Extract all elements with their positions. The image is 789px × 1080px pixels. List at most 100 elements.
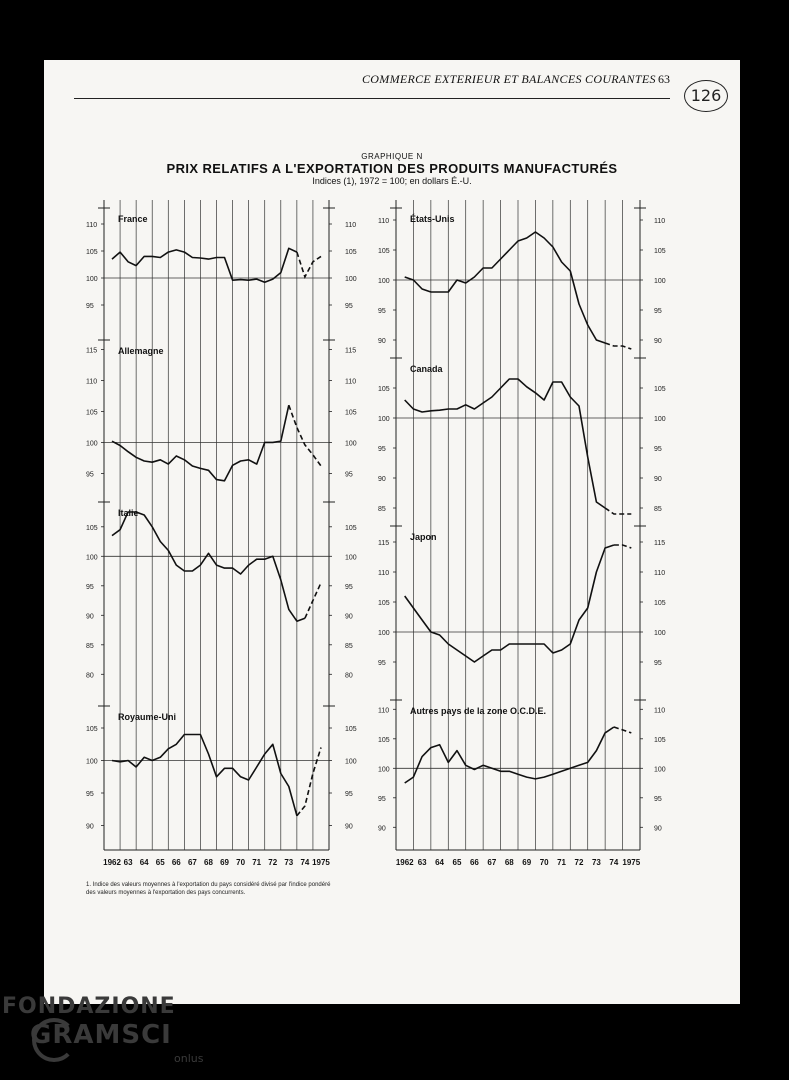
- x-tick-label: 63: [124, 858, 133, 867]
- y-tick-label-right: 105: [654, 386, 666, 393]
- y-tick-label-right: 95: [654, 308, 662, 315]
- x-tick-label: 74: [609, 858, 618, 867]
- series-line: [111, 511, 306, 623]
- y-tick-label-right: 100: [345, 554, 357, 561]
- y-tick-label-left: 90: [86, 613, 94, 620]
- y-tick-label-right: 95: [654, 660, 662, 667]
- footnote-line-2: des valeurs moyennes à l'exportation des…: [86, 890, 246, 896]
- y-tick-label-right: 90: [654, 338, 662, 345]
- series-line: [404, 544, 615, 663]
- page-stamp: 126: [684, 80, 728, 112]
- y-tick-label-right: 85: [345, 643, 353, 650]
- x-tick-label: 73: [284, 858, 293, 867]
- y-tick-label-right: 105: [654, 600, 666, 607]
- y-tick-label-left: 95: [86, 584, 94, 591]
- y-tick-label-right: 100: [654, 766, 666, 773]
- panel-title: États-Unis: [410, 214, 455, 224]
- panel-title: Japon: [410, 532, 437, 542]
- series-projection: [288, 404, 322, 467]
- x-tick-label: 1962: [396, 858, 414, 867]
- series-projection: [296, 251, 322, 279]
- series-projection: [304, 582, 322, 619]
- y-tick-label-right: 100: [654, 630, 666, 637]
- x-tick-label: 65: [156, 858, 165, 867]
- y-tick-label-right: 100: [345, 759, 357, 766]
- y-tick-label-left: 110: [378, 570, 389, 577]
- y-tick-label-left: 100: [86, 440, 98, 447]
- y-tick-label-right: 85: [654, 506, 662, 513]
- y-tick-label-left: 85: [378, 506, 386, 513]
- y-tick-label-right: 115: [345, 347, 356, 354]
- y-tick-label-right: 95: [345, 584, 353, 591]
- y-tick-label-left: 100: [86, 276, 98, 283]
- x-tick-label: 67: [487, 858, 496, 867]
- logo-line-3: onlus: [174, 1052, 204, 1065]
- y-tick-label-left: 100: [378, 766, 390, 773]
- y-tick-label-left: 105: [378, 248, 390, 255]
- y-tick-label-left: 95: [378, 796, 386, 803]
- y-tick-label-right: 95: [345, 303, 353, 310]
- y-tick-label-left: 105: [86, 249, 98, 256]
- logo-g-mark-icon: [32, 1018, 76, 1062]
- y-tick-label-right: 110: [345, 222, 356, 229]
- y-tick-label-right: 95: [654, 796, 662, 803]
- y-tick-label-left: 100: [86, 554, 98, 561]
- y-tick-label-left: 105: [378, 737, 390, 744]
- y-tick-label-right: 90: [345, 613, 353, 620]
- y-tick-label-left: 100: [378, 278, 390, 285]
- x-tick-label: 64: [140, 858, 149, 867]
- x-tick-label: 72: [268, 858, 277, 867]
- y-tick-label-right: 90: [654, 825, 662, 832]
- y-tick-label-right: 95: [345, 791, 353, 798]
- y-tick-label-left: 105: [378, 386, 390, 393]
- y-tick-label-left: 95: [86, 303, 94, 310]
- series-projection: [604, 507, 632, 515]
- y-tick-label-left: 110: [378, 707, 389, 714]
- x-tick-label: 1975: [312, 858, 330, 867]
- x-tick-label: 67: [188, 858, 197, 867]
- figure-subtitle: Indices (1), 1972 = 100; en dollars É.-U…: [312, 176, 472, 186]
- y-tick-label-right: 110: [654, 570, 665, 577]
- y-tick-label-left: 85: [86, 643, 94, 650]
- series-projection: [296, 747, 322, 817]
- panel-title: Canada: [410, 364, 444, 374]
- y-tick-label-right: 95: [345, 471, 353, 478]
- x-tick-label: 63: [418, 858, 427, 867]
- x-tick-label: 73: [592, 858, 601, 867]
- y-tick-label-left: 90: [378, 825, 386, 832]
- page-number: 63: [658, 72, 670, 86]
- header-rule: [74, 98, 670, 99]
- series-projection: [613, 726, 632, 734]
- y-tick-label-right: 100: [345, 276, 357, 283]
- x-tick-label: 70: [540, 858, 549, 867]
- series-line: [404, 378, 606, 509]
- y-tick-label-right: 105: [345, 249, 357, 256]
- y-tick-label-right: 105: [345, 409, 357, 416]
- series-line: [111, 733, 298, 817]
- y-tick-label-left: 115: [378, 540, 389, 547]
- y-tick-label-left: 110: [86, 378, 97, 385]
- y-tick-label-right: 100: [345, 440, 357, 447]
- x-tick-label: 72: [575, 858, 584, 867]
- figure-title: PRIX RELATIFS A L'EXPORTATION DES PRODUI…: [166, 161, 618, 176]
- y-tick-label-left: 100: [378, 416, 390, 423]
- y-tick-label-right: 110: [654, 707, 665, 714]
- y-tick-label-left: 95: [378, 660, 386, 667]
- x-tick-label: 66: [172, 858, 181, 867]
- x-tick-label: 1962: [103, 858, 121, 867]
- panel-title: France: [118, 214, 148, 224]
- series-projection: [604, 342, 632, 350]
- figure-label: GRAPHIQUE N: [361, 152, 423, 161]
- logo-line-1: FONDAZIONE: [2, 994, 176, 1019]
- y-tick-label-right: 110: [345, 378, 356, 385]
- x-tick-label: 69: [220, 858, 229, 867]
- series-line: [404, 231, 606, 344]
- x-tick-label: 68: [505, 858, 514, 867]
- y-tick-label-left: 105: [86, 726, 98, 733]
- y-tick-label-left: 105: [86, 409, 98, 416]
- logo-line-2: GRAMSCI: [30, 1020, 172, 1050]
- x-tick-label: 66: [470, 858, 479, 867]
- y-tick-label-left: 95: [378, 308, 386, 315]
- series-line: [404, 726, 615, 784]
- x-tick-label: 71: [252, 858, 261, 867]
